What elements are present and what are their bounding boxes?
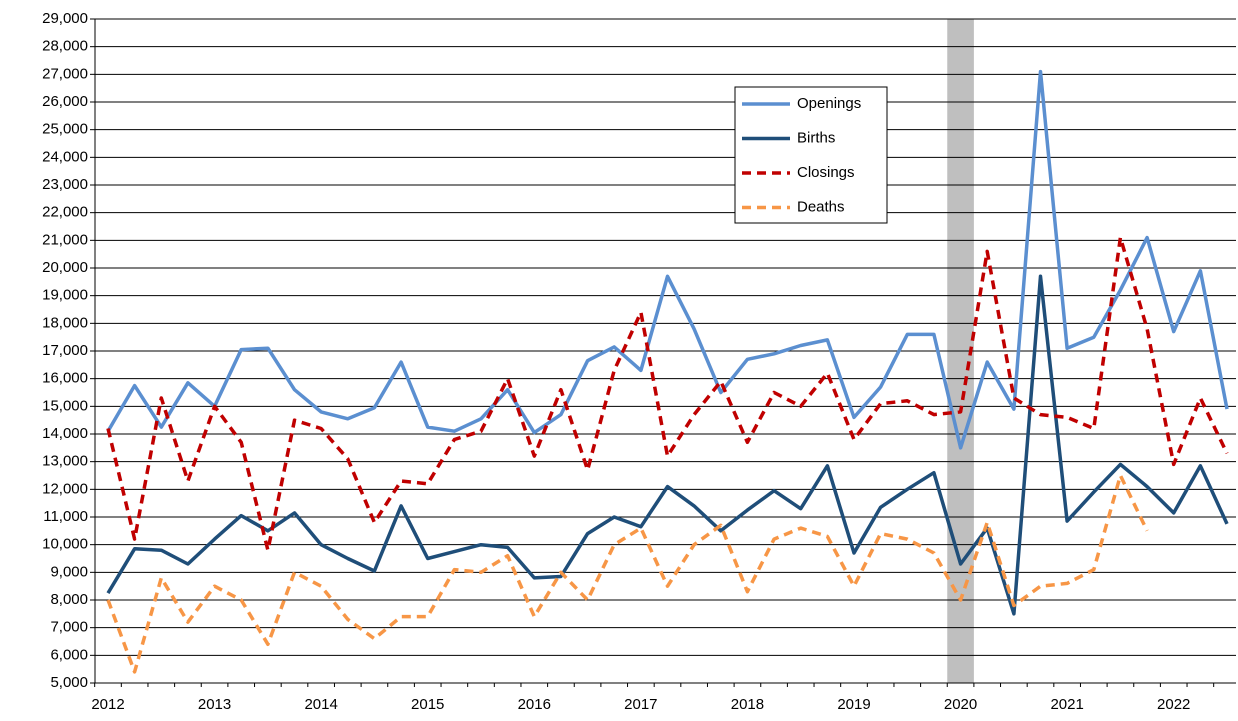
series-line [106,473,1149,674]
x-tick-label: 2022 [1157,696,1190,713]
y-tick-label: 27,000 [42,65,88,82]
x-tick-label: 2021 [1050,696,1083,713]
x-tick-label: 2013 [198,696,231,713]
legend-label: Births [797,129,835,146]
y-tick-label: 16,000 [42,370,88,387]
legend-label: Openings [797,95,861,112]
y-tick-label: 5,000 [50,674,88,691]
y-tick-label: 15,000 [42,397,88,414]
legend-label: Deaths [797,198,845,215]
y-tick-label: 19,000 [42,287,88,304]
y-tick-label: 11,000 [43,508,88,525]
y-tick-label: 10,000 [42,536,88,553]
y-tick-label: 8,000 [50,591,88,608]
y-tick-label: 12,000 [42,480,88,497]
y-tick-label: 7,000 [50,619,88,636]
y-tick-label: 18,000 [42,314,88,331]
legend-box [734,86,888,224]
series-line [106,235,1229,552]
x-tick-label: 2012 [91,696,124,713]
legend: Openings Births Closings Deaths [734,86,888,224]
y-tick-label: 14,000 [42,425,88,442]
y-tick-label: 23,000 [42,176,88,193]
x-tick-label: 2016 [518,696,551,713]
y-tick-label: 28,000 [42,38,88,55]
x-tick-label: 2020 [944,696,977,713]
series-line [106,274,1229,616]
y-tick-label: 21,000 [42,231,88,248]
x-tick-label: 2018 [731,696,764,713]
y-tick-label: 22,000 [42,204,88,221]
y-tick-label: 17,000 [42,342,88,359]
x-tick-label: 2019 [837,696,870,713]
y-tick-label: 20,000 [42,259,88,276]
y-tick-label: 25,000 [42,121,88,138]
series-line [106,69,1229,450]
y-tick-label: 13,000 [42,453,88,470]
y-tick-label: 26,000 [42,93,88,110]
x-tick-label: 2017 [624,696,657,713]
x-tick-label: 2014 [304,696,337,713]
legend-label: Closings [797,164,855,181]
y-tick-label: 9,000 [50,563,88,580]
y-tick-label: 6,000 [50,646,88,663]
y-tick-label: 24,000 [42,148,88,165]
y-tick-label: 29,000 [42,10,88,27]
x-tick-label: 2015 [411,696,444,713]
